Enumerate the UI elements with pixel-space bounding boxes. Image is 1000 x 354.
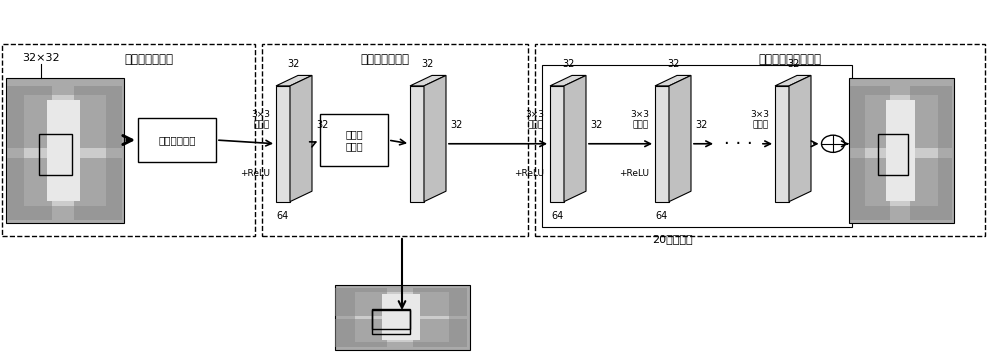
Text: 3×3
卷积层: 3×3 卷积层 — [251, 110, 270, 130]
Text: 20层卷积层: 20层卷积层 — [652, 234, 693, 245]
Text: 3×3
卷积层: 3×3 卷积层 — [630, 110, 649, 130]
Bar — [74, 86, 122, 148]
Polygon shape — [655, 75, 691, 86]
Text: 32: 32 — [450, 120, 462, 130]
Bar — [849, 78, 954, 223]
Bar — [74, 158, 122, 219]
Polygon shape — [290, 75, 312, 202]
Bar — [850, 158, 890, 219]
Bar — [865, 95, 938, 206]
Text: 32: 32 — [590, 120, 602, 130]
Bar — [413, 289, 467, 316]
Text: +ReLU: +ReLU — [619, 169, 649, 178]
Polygon shape — [775, 86, 789, 202]
Text: 32×32: 32×32 — [23, 53, 60, 63]
Polygon shape — [775, 75, 811, 86]
Bar — [334, 285, 470, 350]
Polygon shape — [410, 75, 446, 86]
Text: +ReLU: +ReLU — [240, 169, 270, 178]
Polygon shape — [276, 86, 290, 202]
Text: 64: 64 — [656, 211, 668, 221]
Text: 第二全
连接层: 第二全 连接层 — [345, 129, 363, 151]
Text: 3×3
卷积层: 3×3 卷积层 — [525, 110, 544, 130]
Bar — [7, 86, 52, 148]
Bar — [320, 114, 388, 166]
Bar — [335, 319, 387, 347]
Text: · · ·: · · · — [724, 135, 752, 153]
Bar — [910, 86, 952, 148]
Polygon shape — [655, 86, 669, 202]
Text: 32: 32 — [316, 120, 328, 130]
Text: 32: 32 — [288, 59, 300, 69]
Bar — [138, 118, 216, 162]
Polygon shape — [410, 86, 424, 202]
Text: +ReLU: +ReLU — [514, 169, 544, 178]
Text: 第一全连接层: 第一全连接层 — [158, 135, 196, 145]
Bar — [542, 65, 852, 227]
Polygon shape — [564, 75, 586, 202]
Bar — [24, 95, 106, 206]
Text: 32: 32 — [667, 59, 679, 69]
Text: 压缩采样子网络: 压缩采样子网络 — [124, 53, 173, 66]
Bar — [262, 44, 528, 236]
Bar — [372, 309, 410, 334]
Polygon shape — [424, 75, 446, 202]
Text: 32: 32 — [562, 59, 574, 69]
Polygon shape — [789, 75, 811, 202]
Bar — [413, 319, 467, 347]
Bar — [7, 158, 52, 219]
Text: 32: 32 — [422, 59, 434, 69]
Bar — [372, 310, 410, 329]
Bar — [878, 135, 908, 175]
Bar — [47, 99, 80, 201]
Bar — [39, 135, 72, 175]
Bar — [910, 158, 952, 219]
Text: 32: 32 — [787, 59, 799, 69]
Bar — [335, 289, 387, 316]
Bar — [850, 86, 890, 148]
Polygon shape — [550, 75, 586, 86]
Text: 32: 32 — [695, 120, 707, 130]
Text: 64: 64 — [551, 211, 563, 221]
Text: 3×3
卷积层: 3×3 卷积层 — [750, 110, 769, 130]
Bar — [6, 78, 124, 223]
Polygon shape — [550, 86, 564, 202]
Text: 64: 64 — [277, 211, 289, 221]
Polygon shape — [669, 75, 691, 202]
Text: 深层卷积重建子网络: 深层卷积重建子网络 — [759, 53, 822, 66]
Bar — [2, 44, 255, 236]
Text: 初步重建子网络: 初步重建子网络 — [360, 53, 410, 66]
Bar — [382, 295, 420, 341]
Bar — [886, 99, 915, 201]
Polygon shape — [276, 75, 312, 86]
Bar — [355, 292, 449, 342]
Bar — [535, 44, 985, 236]
